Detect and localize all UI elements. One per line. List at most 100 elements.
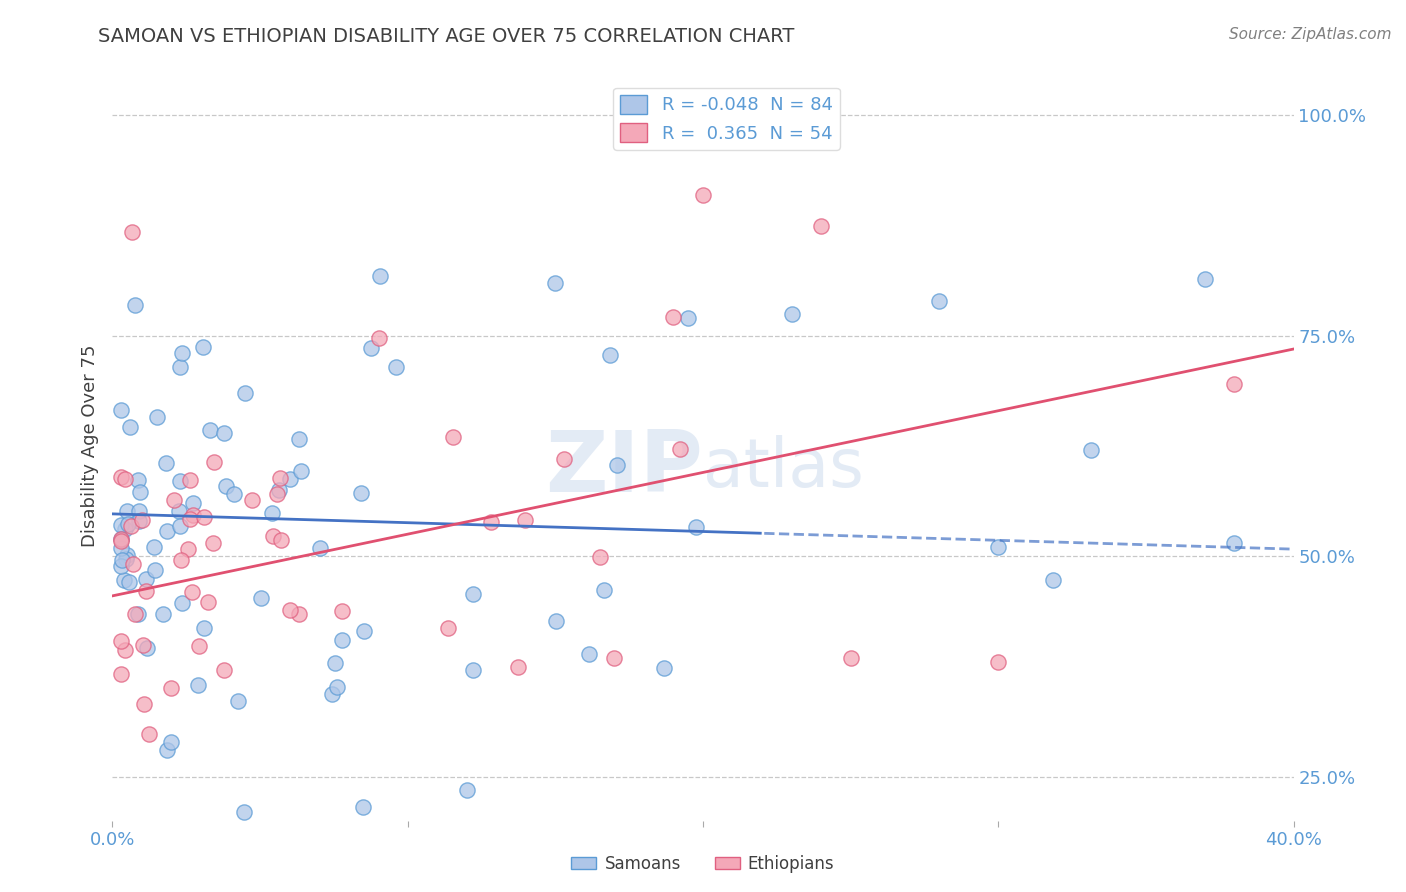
Point	[330, 603, 353, 617]
Point	[326, 680, 349, 694]
Point	[127, 474, 149, 488]
Point	[181, 496, 204, 510]
Point	[1080, 443, 1102, 458]
Point	[263, 528, 285, 542]
Point	[662, 310, 685, 324]
Point	[124, 298, 146, 312]
Point	[110, 541, 132, 555]
Point	[193, 510, 215, 524]
Point	[323, 656, 346, 670]
Point	[167, 504, 190, 518]
Point	[124, 607, 146, 621]
Point	[120, 420, 142, 434]
Point	[270, 533, 292, 547]
Point	[1042, 573, 1064, 587]
Point	[463, 587, 485, 601]
Point	[135, 572, 157, 586]
Point	[146, 409, 169, 424]
Point	[987, 541, 1010, 555]
Point	[117, 549, 139, 563]
Point	[513, 513, 536, 527]
Point	[224, 487, 246, 501]
Point	[578, 647, 600, 661]
Point	[278, 472, 301, 486]
Point	[114, 643, 136, 657]
Point	[193, 340, 215, 354]
Point	[692, 187, 714, 202]
Point	[456, 782, 478, 797]
Point	[128, 504, 150, 518]
Point	[110, 518, 132, 533]
Point	[152, 607, 174, 621]
Point	[669, 442, 692, 457]
Point	[120, 519, 142, 533]
Point	[269, 471, 291, 485]
Legend: R = -0.048  N = 84, R =  0.365  N = 54: R = -0.048 N = 84, R = 0.365 N = 54	[613, 88, 841, 150]
Point	[179, 512, 201, 526]
Point	[544, 614, 567, 628]
Point	[114, 473, 136, 487]
Point	[441, 430, 464, 444]
Point	[138, 727, 160, 741]
Point	[250, 591, 273, 606]
Point	[163, 492, 186, 507]
Point	[110, 558, 132, 573]
Point	[180, 585, 202, 599]
Point	[169, 359, 191, 374]
Point	[110, 532, 132, 546]
Point	[117, 517, 139, 532]
Point	[188, 639, 211, 653]
Point	[385, 359, 408, 374]
Y-axis label: Disability Age Over 75: Disability Age Over 75	[80, 344, 98, 548]
Point	[308, 541, 330, 555]
Point	[193, 621, 215, 635]
Point	[987, 655, 1010, 669]
Point	[172, 346, 194, 360]
Point	[592, 582, 614, 597]
Point	[187, 678, 209, 692]
Point	[1223, 377, 1246, 392]
Point	[110, 534, 132, 549]
Point	[928, 293, 950, 308]
Point	[603, 650, 626, 665]
Text: atlas: atlas	[703, 435, 863, 501]
Point	[368, 268, 391, 283]
Point	[839, 650, 862, 665]
Point	[127, 607, 149, 621]
Point	[321, 687, 343, 701]
Point	[122, 558, 145, 572]
Point	[368, 330, 391, 344]
Text: SAMOAN VS ETHIOPIAN DISABILITY AGE OVER 75 CORRELATION CHART: SAMOAN VS ETHIOPIAN DISABILITY AGE OVER …	[98, 27, 794, 45]
Point	[156, 743, 179, 757]
Point	[117, 504, 139, 518]
Point	[110, 470, 132, 484]
Point	[170, 553, 193, 567]
Point	[143, 563, 166, 577]
Point	[506, 660, 529, 674]
Point	[330, 632, 353, 647]
Point	[112, 574, 135, 588]
Point	[652, 660, 675, 674]
Point	[202, 535, 225, 549]
Point	[1341, 271, 1364, 285]
Point	[156, 524, 179, 538]
Point	[1223, 536, 1246, 550]
Point	[111, 553, 134, 567]
Point	[212, 663, 235, 677]
Point	[110, 533, 132, 547]
Point	[288, 607, 311, 622]
Point	[235, 386, 257, 401]
Point	[160, 735, 183, 749]
Point	[606, 458, 628, 473]
Point	[118, 574, 141, 589]
Point	[228, 694, 250, 708]
Point	[179, 474, 201, 488]
Point	[169, 519, 191, 533]
Point	[135, 583, 157, 598]
Point	[110, 403, 132, 417]
Point	[114, 522, 136, 536]
Point	[352, 800, 374, 814]
Point	[353, 624, 375, 638]
Point	[136, 641, 159, 656]
Text: ZIP: ZIP	[546, 427, 703, 510]
